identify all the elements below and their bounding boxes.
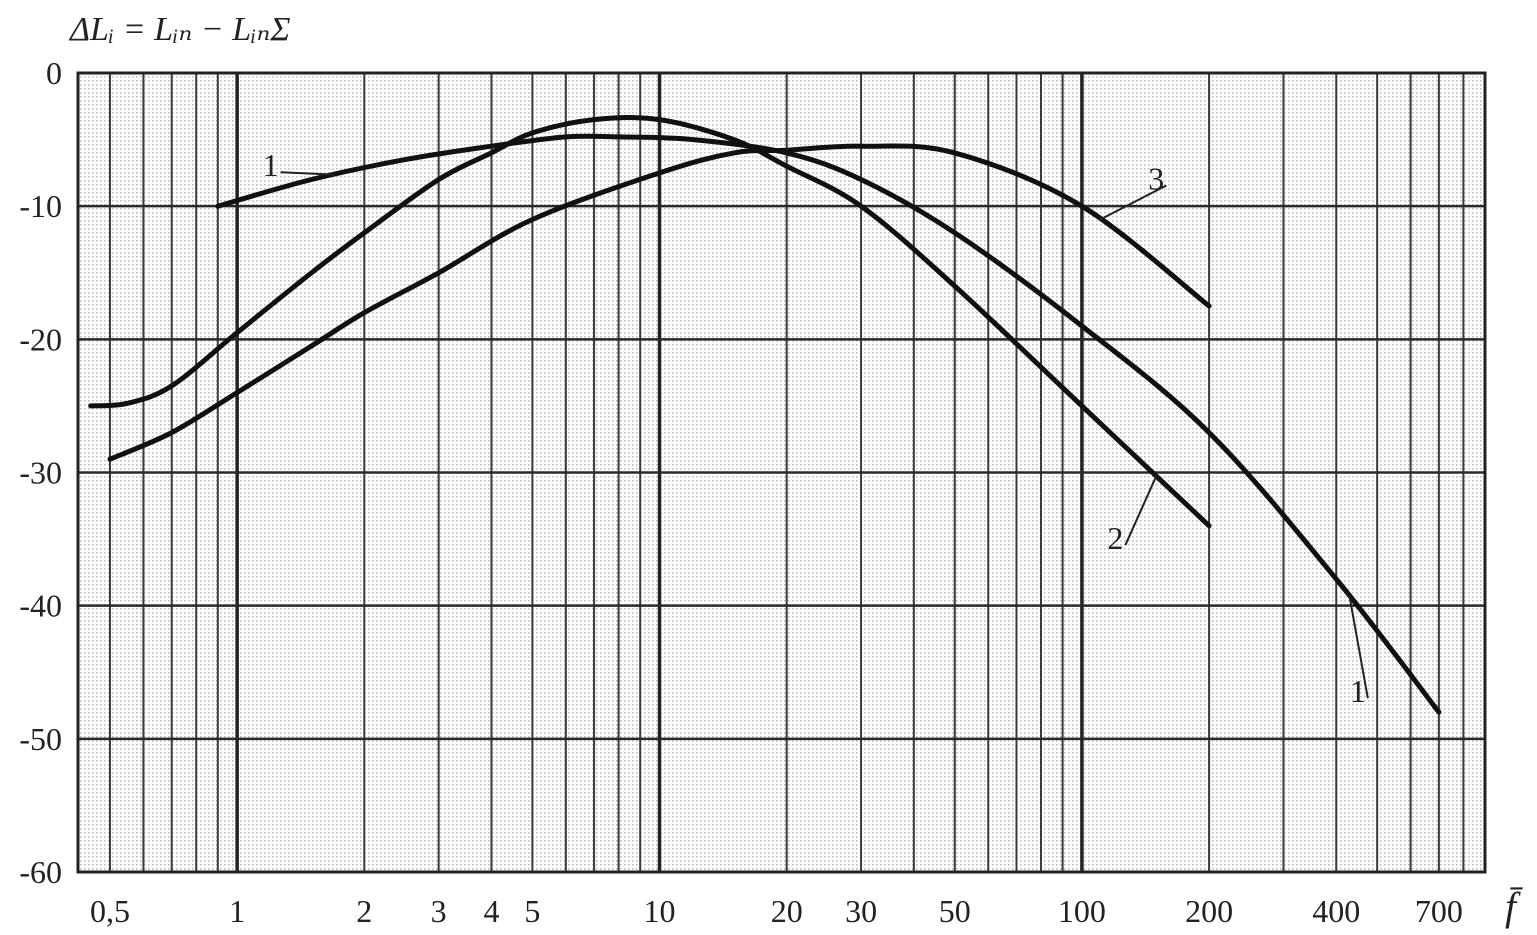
x-tick-label: 4 bbox=[483, 893, 499, 929]
curve-label-leader bbox=[1348, 596, 1369, 699]
y-tick-label: -10 bbox=[19, 188, 62, 224]
series-layer bbox=[88, 115, 1442, 715]
series-line-2 bbox=[88, 115, 1212, 529]
y-axis-label: ΔLᵢ = Lᵢₙ − LᵢₙΣ bbox=[68, 11, 290, 48]
x-tick-label: 700 bbox=[1415, 893, 1463, 929]
y-tick-label: 0 bbox=[46, 55, 62, 91]
curve-label: 2 bbox=[1107, 520, 1123, 556]
x-tick-label: 200 bbox=[1185, 893, 1233, 929]
y-tick-label: -30 bbox=[19, 455, 62, 491]
y-tick-label: -60 bbox=[19, 854, 62, 890]
x-tick-label: 5 bbox=[524, 893, 540, 929]
plot-frame bbox=[76, 71, 1487, 874]
x-tick-label: 2 bbox=[356, 893, 372, 929]
x-tick-label: 0,5 bbox=[90, 893, 130, 929]
x-tick-label: 400 bbox=[1312, 893, 1360, 929]
curve-label-leader bbox=[1098, 184, 1167, 221]
x-tick-label: 100 bbox=[1058, 893, 1106, 929]
x-tick-label: 50 bbox=[939, 893, 971, 929]
series-line-1 bbox=[215, 133, 1442, 715]
x-tick-label: 20 bbox=[771, 893, 803, 929]
ticks-layer: 0,5 1 2 3 4 5 10 20 30 50 100 200 400 7000-10-20-30-4… bbox=[19, 55, 1463, 929]
x-axis-label: f̄ bbox=[1505, 884, 1523, 929]
x-tick-label: 3 bbox=[431, 893, 447, 929]
y-tick-label: -50 bbox=[19, 721, 62, 757]
curve-label: 1 bbox=[263, 147, 279, 183]
x-tick-label: 10 bbox=[644, 893, 676, 929]
labels-layer: 1 1 2 3 bbox=[263, 147, 1369, 709]
y-tick-label: -40 bbox=[19, 588, 62, 624]
curve-label: 3 bbox=[1148, 161, 1164, 197]
x-tick-label: 1 bbox=[229, 893, 245, 929]
y-tick-label: -20 bbox=[19, 321, 62, 357]
series-line-3 bbox=[107, 143, 1212, 462]
grid bbox=[76, 71, 1487, 874]
curve-label-leader bbox=[280, 171, 335, 176]
curve-label-leader bbox=[1124, 475, 1158, 546]
x-tick-label: 30 bbox=[845, 893, 877, 929]
curve-label: 1 bbox=[1350, 673, 1366, 709]
